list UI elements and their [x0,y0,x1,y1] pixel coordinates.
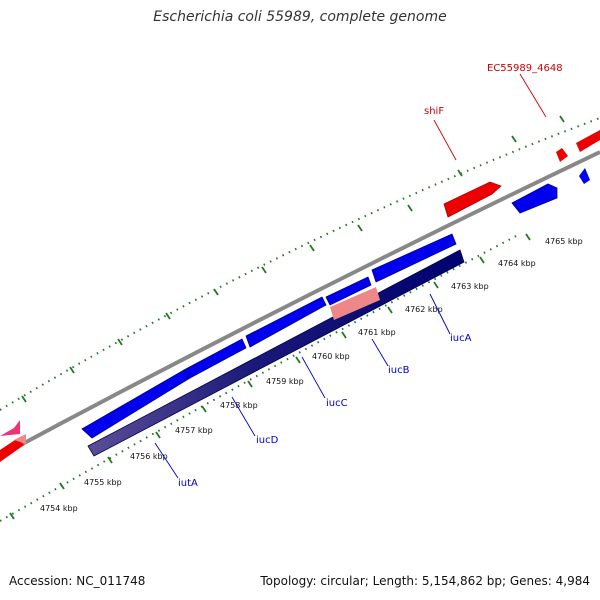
scale-label: 4762 kbp [405,305,443,314]
gene-label-iucA[interactable]: iucA [450,333,472,344]
scale-label: 4756 kbp [130,452,168,461]
gene-shiF[interactable] [443,181,502,218]
scale-label: 4757 kbp [175,426,213,435]
scale-label: 4754 kbp [40,504,78,513]
scale-label: 4758 kbp [220,401,258,410]
scale-label: 4763 kbp [451,282,489,291]
gene-label-shiF[interactable]: shiF [424,106,444,117]
gene-forward-near-shiF[interactable] [511,183,558,214]
gene-iucD-forward[interactable] [183,338,247,379]
gene-forward-small-right[interactable] [579,168,590,184]
genome-summary-text: Topology: circular; Length: 5,154,862 bp… [260,574,590,588]
gene-red-right-edge[interactable] [576,130,600,152]
gene-label-EC55989-4648[interactable]: EC55989_4648 [487,63,563,74]
inner-major-ticks [9,233,531,520]
scale-label: 4759 kbp [266,377,304,386]
gene-iucB-forward[interactable] [325,276,372,306]
scale-labels: 4754 kbp 4755 kbp 4756 kbp 4757 kbp 4758… [40,237,583,513]
gene-light-red-segment[interactable] [330,287,380,320]
outer-major-ticks [21,115,565,403]
gene-iucC-forward[interactable] [245,296,327,348]
scale-label: 4760 kbp [312,352,350,361]
gene-pink-left-edge[interactable] [0,420,20,436]
gene-light-red-left-edge[interactable] [14,434,26,444]
map-title: Escherichia coli 55989, complete genome [153,9,447,25]
gene-EC55989-4648[interactable] [556,148,568,162]
gene-iucA-forward[interactable] [371,233,457,283]
gene-red-left-edge[interactable] [0,438,24,462]
accession-text: Accession: NC_011748 [9,574,146,588]
gene-selected-band[interactable] [87,249,465,457]
scale-label: 4764 kbp [498,259,536,268]
gene-label-iucC[interactable]: iucC [326,398,348,409]
inner-tick-track [0,233,521,522]
scale-label: 4755 kbp [84,478,122,487]
gene-label-iucB[interactable]: iucB [388,365,410,376]
gene-label-iutA[interactable]: iutA [178,478,198,489]
gene-leader-lines [154,73,547,479]
scale-label: 4765 kbp [545,237,583,246]
gene-label-iucD[interactable]: iucD [256,435,279,446]
genome-backbone [0,150,600,458]
scale-label: 4761 kbp [358,328,396,337]
